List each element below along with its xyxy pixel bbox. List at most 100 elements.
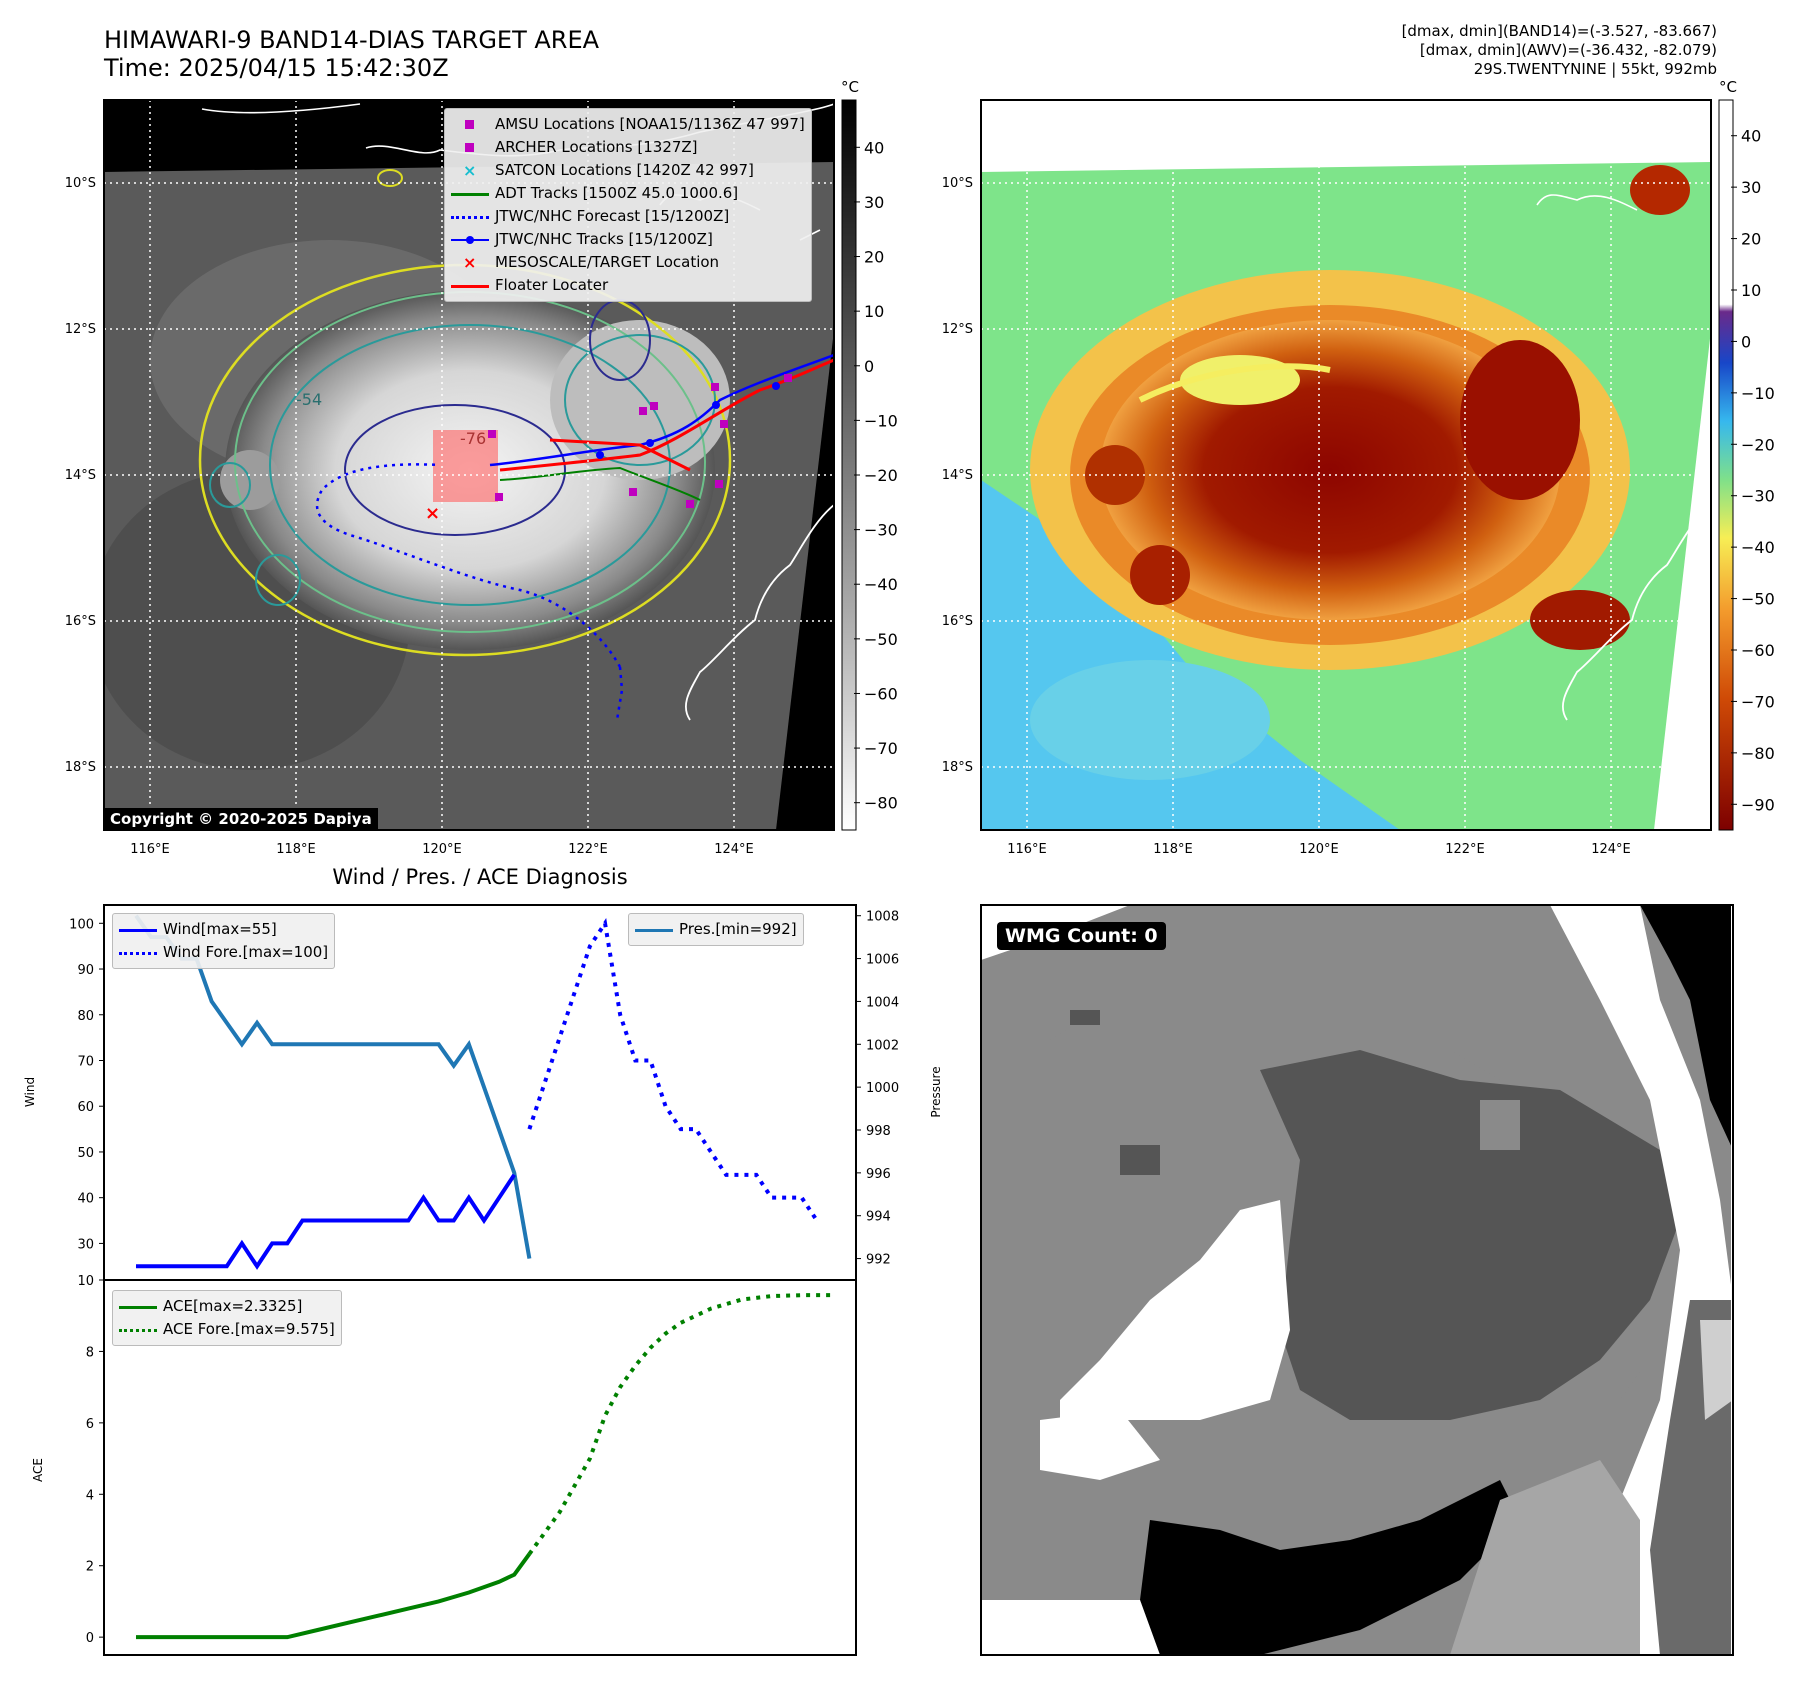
lat-label: 18°S xyxy=(942,760,973,775)
colorbar-tick: −10 xyxy=(864,411,898,430)
contour-label: -76 xyxy=(460,429,486,448)
wmg-panel xyxy=(980,904,1734,1656)
copyright-label: Copyright © 2020-2025 Dapiya xyxy=(104,808,378,830)
legend-label: JTWC/NHC Forecast [15/1200Z] xyxy=(495,207,730,225)
colorbar-tick: 40 xyxy=(1741,127,1761,146)
colorbar-tick: 10 xyxy=(1741,281,1761,300)
figure-title: HIMAWARI-9 BAND14-DIAS TARGET AREA Time:… xyxy=(104,26,599,82)
y-tick-label: 4 xyxy=(86,1488,94,1503)
target-location-marker: × xyxy=(425,503,440,524)
colorbar-tick: 20 xyxy=(1741,230,1761,249)
right-map-panel xyxy=(980,99,1712,831)
legend-symbol-icon xyxy=(119,948,157,958)
y-tick-label: 6 xyxy=(86,1417,94,1432)
legend-label: ARCHER Locations [1327Z] xyxy=(495,138,698,156)
lon-label: 116°E xyxy=(1007,842,1047,857)
legend-label: SATCON Locations [1420Z 42 997] xyxy=(495,161,754,179)
legend-label: Pres.[min=992] xyxy=(679,920,797,938)
lon-label: 120°E xyxy=(422,842,462,857)
legend-label: Wind[max=55] xyxy=(163,920,277,938)
left-map-axes: 10°S 12°S 14°S 16°S 18°S 116°E 118°E 120… xyxy=(65,176,754,857)
lat-label: 16°S xyxy=(942,614,973,629)
colorbar-tick: −50 xyxy=(1741,590,1775,609)
legend-label: ACE Fore.[max=9.575] xyxy=(163,1320,335,1338)
y-axis-label: ACE xyxy=(31,1458,45,1482)
y2-tick-label: 1006 xyxy=(866,953,899,968)
colorbar-unit: °C xyxy=(1719,78,1737,96)
colorbar-tick: −90 xyxy=(1741,795,1775,814)
y2-tick-label: 1002 xyxy=(866,1038,899,1053)
y-tick-label: 2 xyxy=(86,1560,94,1575)
legend-symbol-icon xyxy=(119,1325,157,1335)
title-line-1: HIMAWARI-9 BAND14-DIAS TARGET AREA xyxy=(104,26,600,54)
colorbar-unit: °C xyxy=(841,78,859,96)
legend-entry: Wind[max=55] xyxy=(119,918,328,941)
title-line-2: Time: 2025/04/15 15:42:30Z xyxy=(104,54,449,82)
map-legend: AMSU Locations [NOAA15/1136Z 47 997] ARCH… xyxy=(444,108,812,302)
left-colorbar: °C 40 30 20 10 0 −10 −20 −30 −40 −50 −60 −70 −80 xyxy=(841,78,898,831)
colorbar-tick: 10 xyxy=(864,302,884,321)
right-map-axes: 10°S 12°S 14°S 16°S 18°S 116°E 118°E 120… xyxy=(942,176,1631,857)
lon-label: 124°E xyxy=(714,842,754,857)
y-tick-label: 50 xyxy=(77,1146,94,1161)
legend-symbol-icon xyxy=(451,212,489,222)
contour-label: -54 xyxy=(296,390,322,409)
legend-symbol-icon xyxy=(451,142,489,153)
colorbar-tick: −70 xyxy=(864,739,898,758)
lon-label: 120°E xyxy=(1299,842,1339,857)
colorbar-tick: −20 xyxy=(1741,435,1775,454)
ace-forecast-line xyxy=(527,1293,832,1556)
lon-label: 122°E xyxy=(568,842,608,857)
stats-line-1: [dmax, dmin](BAND14)=(-3.527, -83.667) xyxy=(1401,22,1717,40)
y-tick-label: 60 xyxy=(77,1100,94,1115)
lat-label: 18°S xyxy=(65,760,96,775)
colorbar-tick: 40 xyxy=(864,138,884,157)
y-tick-label: 70 xyxy=(77,1054,94,1069)
lon-label: 124°E xyxy=(1591,842,1631,857)
colorbar-tick: −70 xyxy=(1741,692,1775,711)
y-tick-label: 100 xyxy=(69,917,94,932)
y-tick-label: 30 xyxy=(77,1237,94,1252)
lon-label: 116°E xyxy=(130,842,170,857)
y-tick-label: 0 xyxy=(86,1631,94,1646)
colorbar-tick: −40 xyxy=(1741,538,1775,557)
legend-entry: ACE[max=2.3325] xyxy=(119,1295,335,1318)
stats-line-3: 29S.TWENTYNINE | 55kt, 992mb xyxy=(1473,60,1717,78)
colorbar-tick: −60 xyxy=(1741,641,1775,660)
y-tick-label: 90 xyxy=(77,963,94,978)
legend-label: Floater Locater xyxy=(495,276,609,294)
y2-tick-label: 996 xyxy=(866,1167,891,1182)
y-tick-label: 80 xyxy=(77,1009,94,1024)
legend-label: ADT Tracks [1500Z 45.0 1000.6] xyxy=(495,184,739,202)
colorbar-tick: −60 xyxy=(864,684,898,703)
diagnosis-title: Wind / Pres. / ACE Diagnosis xyxy=(332,865,628,889)
colorbar-tick: −80 xyxy=(864,794,898,813)
legend-symbol-icon xyxy=(451,281,489,291)
legend-entry: Pres.[min=992] xyxy=(635,918,797,941)
y2-tick-label: 1008 xyxy=(866,910,899,925)
y2-tick-label: 992 xyxy=(866,1253,891,1268)
colorbar-tick: −40 xyxy=(864,575,898,594)
colorbar-tick: 30 xyxy=(1741,178,1761,197)
legend-symbol-icon xyxy=(451,235,489,245)
y-tick-label: 10 xyxy=(77,1274,94,1289)
y-tick-label: 8 xyxy=(86,1345,94,1360)
legend-symbol-icon: × xyxy=(463,252,477,272)
wind-legend: Wind[max=55] Wind Fore.[max=100] xyxy=(112,913,336,969)
wind-forecast-line xyxy=(527,917,819,1222)
colorbar-tick: −80 xyxy=(1741,744,1775,763)
legend-label: MESOSCALE/TARGET Location xyxy=(495,253,720,271)
y-axis-label: Wind xyxy=(23,1077,37,1107)
legend-entry: ARCHER Locations [1327Z] xyxy=(451,136,805,159)
legend-symbol-icon xyxy=(119,1302,157,1312)
legend-entry: JTWC/NHC Tracks [15/1200Z] xyxy=(451,228,805,251)
lat-label: 12°S xyxy=(942,322,973,337)
target-area-box xyxy=(433,430,498,502)
legend-symbol-icon: × xyxy=(463,160,477,180)
y2-tick-label: 1000 xyxy=(866,1081,899,1096)
colorbar-tick: 0 xyxy=(864,357,874,376)
legend-entry: JTWC/NHC Forecast [15/1200Z] xyxy=(451,205,805,228)
y-tick-label: 40 xyxy=(77,1192,94,1207)
legend-label: ACE[max=2.3325] xyxy=(163,1297,303,1315)
